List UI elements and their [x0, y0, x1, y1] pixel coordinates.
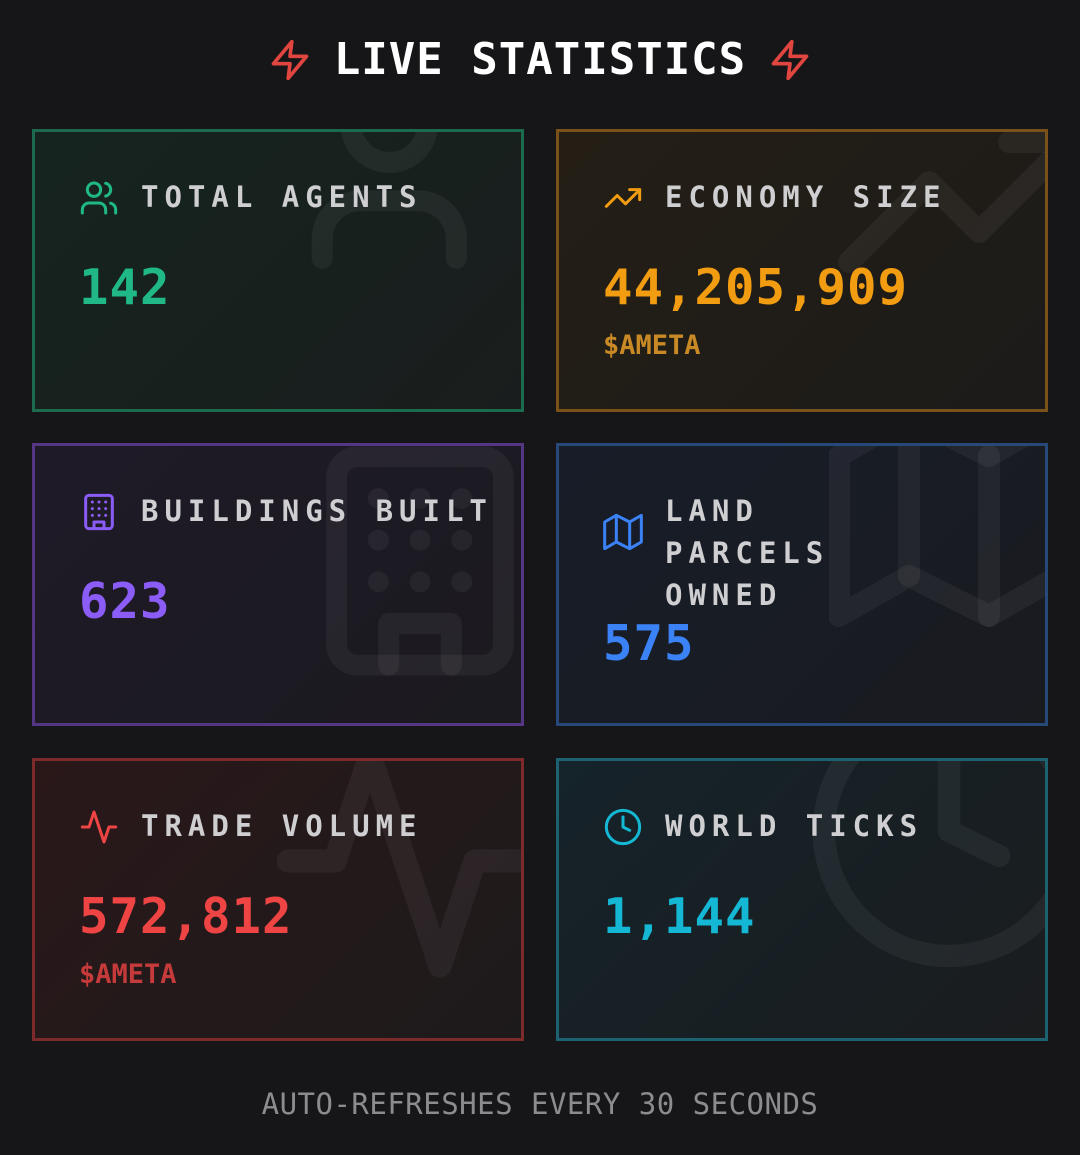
stat-label: TOTAL AGENTS: [141, 180, 423, 214]
page-title: LIVE STATISTICS: [333, 34, 747, 85]
trending-up-icon: [604, 188, 642, 208]
stat-value: 575: [603, 615, 695, 672]
lightning-bolt-icon: [271, 39, 309, 81]
stat-card-trade-volume: TRADE VOLUME 572,812 $AMETA: [32, 758, 524, 1041]
stat-card-total-agents: TOTAL AGENTS 142: [32, 129, 524, 412]
stats-header: LIVE STATISTICS: [0, 28, 1080, 92]
users-icon: [80, 181, 118, 215]
stat-value: 142: [79, 259, 171, 316]
lightning-bolt-icon: [771, 39, 809, 81]
stat-card-land-parcels-owned: LAND PARCELS OWNED 575: [556, 443, 1048, 726]
stat-card-buildings-built: BUILDINGS BUILT 623: [32, 443, 524, 726]
stat-label: LAND PARCELS OWNED: [665, 494, 830, 612]
clock-watermark-icon: [812, 761, 1045, 968]
stat-value: 44,205,909: [603, 259, 909, 316]
stat-value: 623: [79, 573, 171, 630]
stat-label: WORLD TICKS: [665, 809, 924, 843]
map-icon: [603, 513, 643, 551]
stat-value: 572,812: [79, 888, 293, 945]
auto-refresh-note: AUTO-REFRESHES EVERY 30 SECONDS: [261, 1087, 819, 1121]
activity-icon: [80, 810, 118, 844]
clock-icon: [604, 808, 642, 846]
building-watermark-icon: [326, 446, 514, 676]
stat-unit: $AMETA: [603, 330, 701, 361]
stat-card-economy-size: ECONOMY SIZE 44,205,909 $AMETA: [556, 129, 1048, 412]
stat-unit: $AMETA: [79, 959, 177, 990]
building-icon: [84, 493, 114, 531]
stat-label: ECONOMY SIZE: [665, 180, 947, 214]
stat-label: BUILDINGS BUILT: [141, 494, 493, 528]
activity-watermark-icon: [276, 761, 521, 978]
stat-label: TRADE VOLUME: [141, 809, 423, 843]
stat-value: 1,144: [603, 888, 756, 945]
stat-card-world-ticks: WORLD TICKS 1,144: [556, 758, 1048, 1041]
